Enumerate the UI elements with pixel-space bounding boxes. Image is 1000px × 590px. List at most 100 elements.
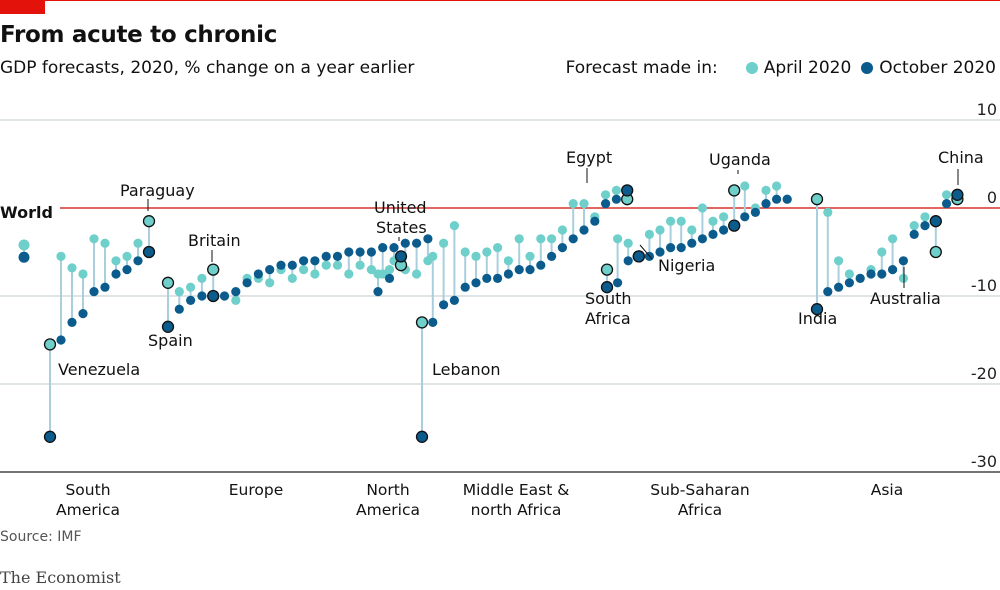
- point-october: [394, 250, 408, 263]
- x-category-label: Middle East &: [463, 481, 570, 499]
- point-october: [557, 243, 568, 253]
- point-october: [310, 256, 320, 266]
- point-october: [503, 269, 513, 279]
- point-april: [536, 234, 546, 244]
- point-april: [428, 251, 438, 261]
- point-april: [142, 215, 156, 228]
- point-october: [600, 281, 614, 294]
- point-october: [161, 320, 175, 333]
- point-april: [186, 282, 196, 292]
- chart-subtitle: GDP forecasts, 2020, % change on a year …: [0, 58, 415, 78]
- legend-swatch-october: [861, 62, 874, 74]
- point-october: [547, 251, 557, 261]
- point-april: [687, 225, 697, 235]
- annotation-label: Lebanon: [432, 360, 501, 379]
- point-october: [89, 287, 99, 297]
- x-category-label: South: [65, 481, 110, 499]
- point-april: [439, 238, 449, 248]
- x-category-label: Europe: [229, 481, 284, 499]
- point-april: [43, 338, 57, 351]
- point-october: [378, 243, 388, 253]
- point-october: [898, 256, 909, 266]
- point-october: [613, 278, 623, 288]
- point-april: [460, 247, 470, 257]
- point-october: [844, 278, 855, 288]
- point-april: [56, 251, 66, 261]
- point-october: [332, 251, 343, 261]
- point-october: [412, 238, 422, 248]
- point-april: [613, 234, 623, 244]
- point-october: [866, 269, 876, 279]
- point-october: [761, 199, 771, 209]
- point-october: [265, 265, 275, 275]
- point-april: [321, 260, 331, 270]
- point-october: [373, 287, 383, 297]
- point-april: [644, 229, 655, 239]
- point-april: [231, 295, 241, 305]
- annotation-label: Africa: [585, 309, 631, 328]
- point-april: [471, 251, 481, 261]
- point-october: [493, 273, 503, 283]
- point-april: [877, 247, 887, 257]
- point-october: [942, 199, 952, 209]
- point-april: [161, 276, 175, 289]
- x-category-label: Africa: [678, 501, 722, 519]
- legend-item-april: April 2020: [745, 58, 852, 78]
- point-april: [514, 234, 524, 244]
- point-october: [525, 265, 535, 275]
- point-april: [415, 316, 429, 329]
- point-april: [133, 238, 143, 248]
- point-october: [186, 295, 196, 305]
- point-october: [568, 234, 578, 244]
- point-october: [920, 221, 930, 231]
- point-april: [761, 185, 771, 195]
- annotation-label: India: [798, 309, 837, 328]
- point-october: [344, 247, 354, 257]
- brand-tag: [0, 0, 45, 14]
- point-october: [697, 234, 708, 244]
- point-april: [557, 225, 568, 235]
- annotation-label: Egypt: [566, 148, 612, 167]
- point-october: [122, 265, 132, 275]
- x-category-label: Sub-Saharan: [650, 481, 749, 499]
- legend-text-april: April 2020: [763, 58, 852, 78]
- point-april: [174, 287, 184, 297]
- point-april: [942, 190, 952, 200]
- legend-text-october: October 2020: [879, 58, 996, 78]
- point-october: [78, 309, 88, 319]
- point-april: [122, 251, 132, 261]
- top-rule: [0, 0, 1000, 1]
- legend-label: Forecast made in:: [565, 58, 718, 78]
- point-april: [655, 225, 665, 235]
- point-october: [687, 238, 697, 248]
- point-april: [493, 243, 503, 253]
- point-october: [174, 304, 184, 314]
- point-october: [43, 430, 57, 443]
- chart-title: From acute to chronic: [0, 22, 278, 48]
- annotation-label: Uganda: [709, 150, 771, 169]
- point-october: [623, 256, 633, 266]
- point-april: [929, 245, 942, 259]
- brand-name: The Economist: [0, 568, 121, 587]
- point-october: [834, 282, 844, 292]
- x-category-label: north Africa: [471, 501, 562, 519]
- annotation-label: States: [376, 218, 427, 237]
- point-april: [844, 269, 855, 279]
- point-october: [231, 287, 241, 297]
- point-april: [384, 265, 395, 275]
- point-october: [719, 225, 729, 235]
- point-april: [568, 199, 578, 209]
- x-category-label: Asia: [871, 481, 903, 499]
- legend-swatch-april: [745, 62, 758, 74]
- point-april: [332, 260, 343, 270]
- source-note: Source: IMF: [0, 529, 82, 545]
- annotation-label: Nigeria: [658, 256, 715, 275]
- x-category-label: America: [56, 501, 120, 519]
- point-october: [823, 287, 833, 297]
- annotation-label: Paraguay: [120, 181, 195, 200]
- y-tick-label: 0: [987, 188, 997, 207]
- point-october: [810, 303, 824, 316]
- point-april: [503, 256, 513, 266]
- point-october: [428, 317, 438, 327]
- point-october: [142, 245, 156, 259]
